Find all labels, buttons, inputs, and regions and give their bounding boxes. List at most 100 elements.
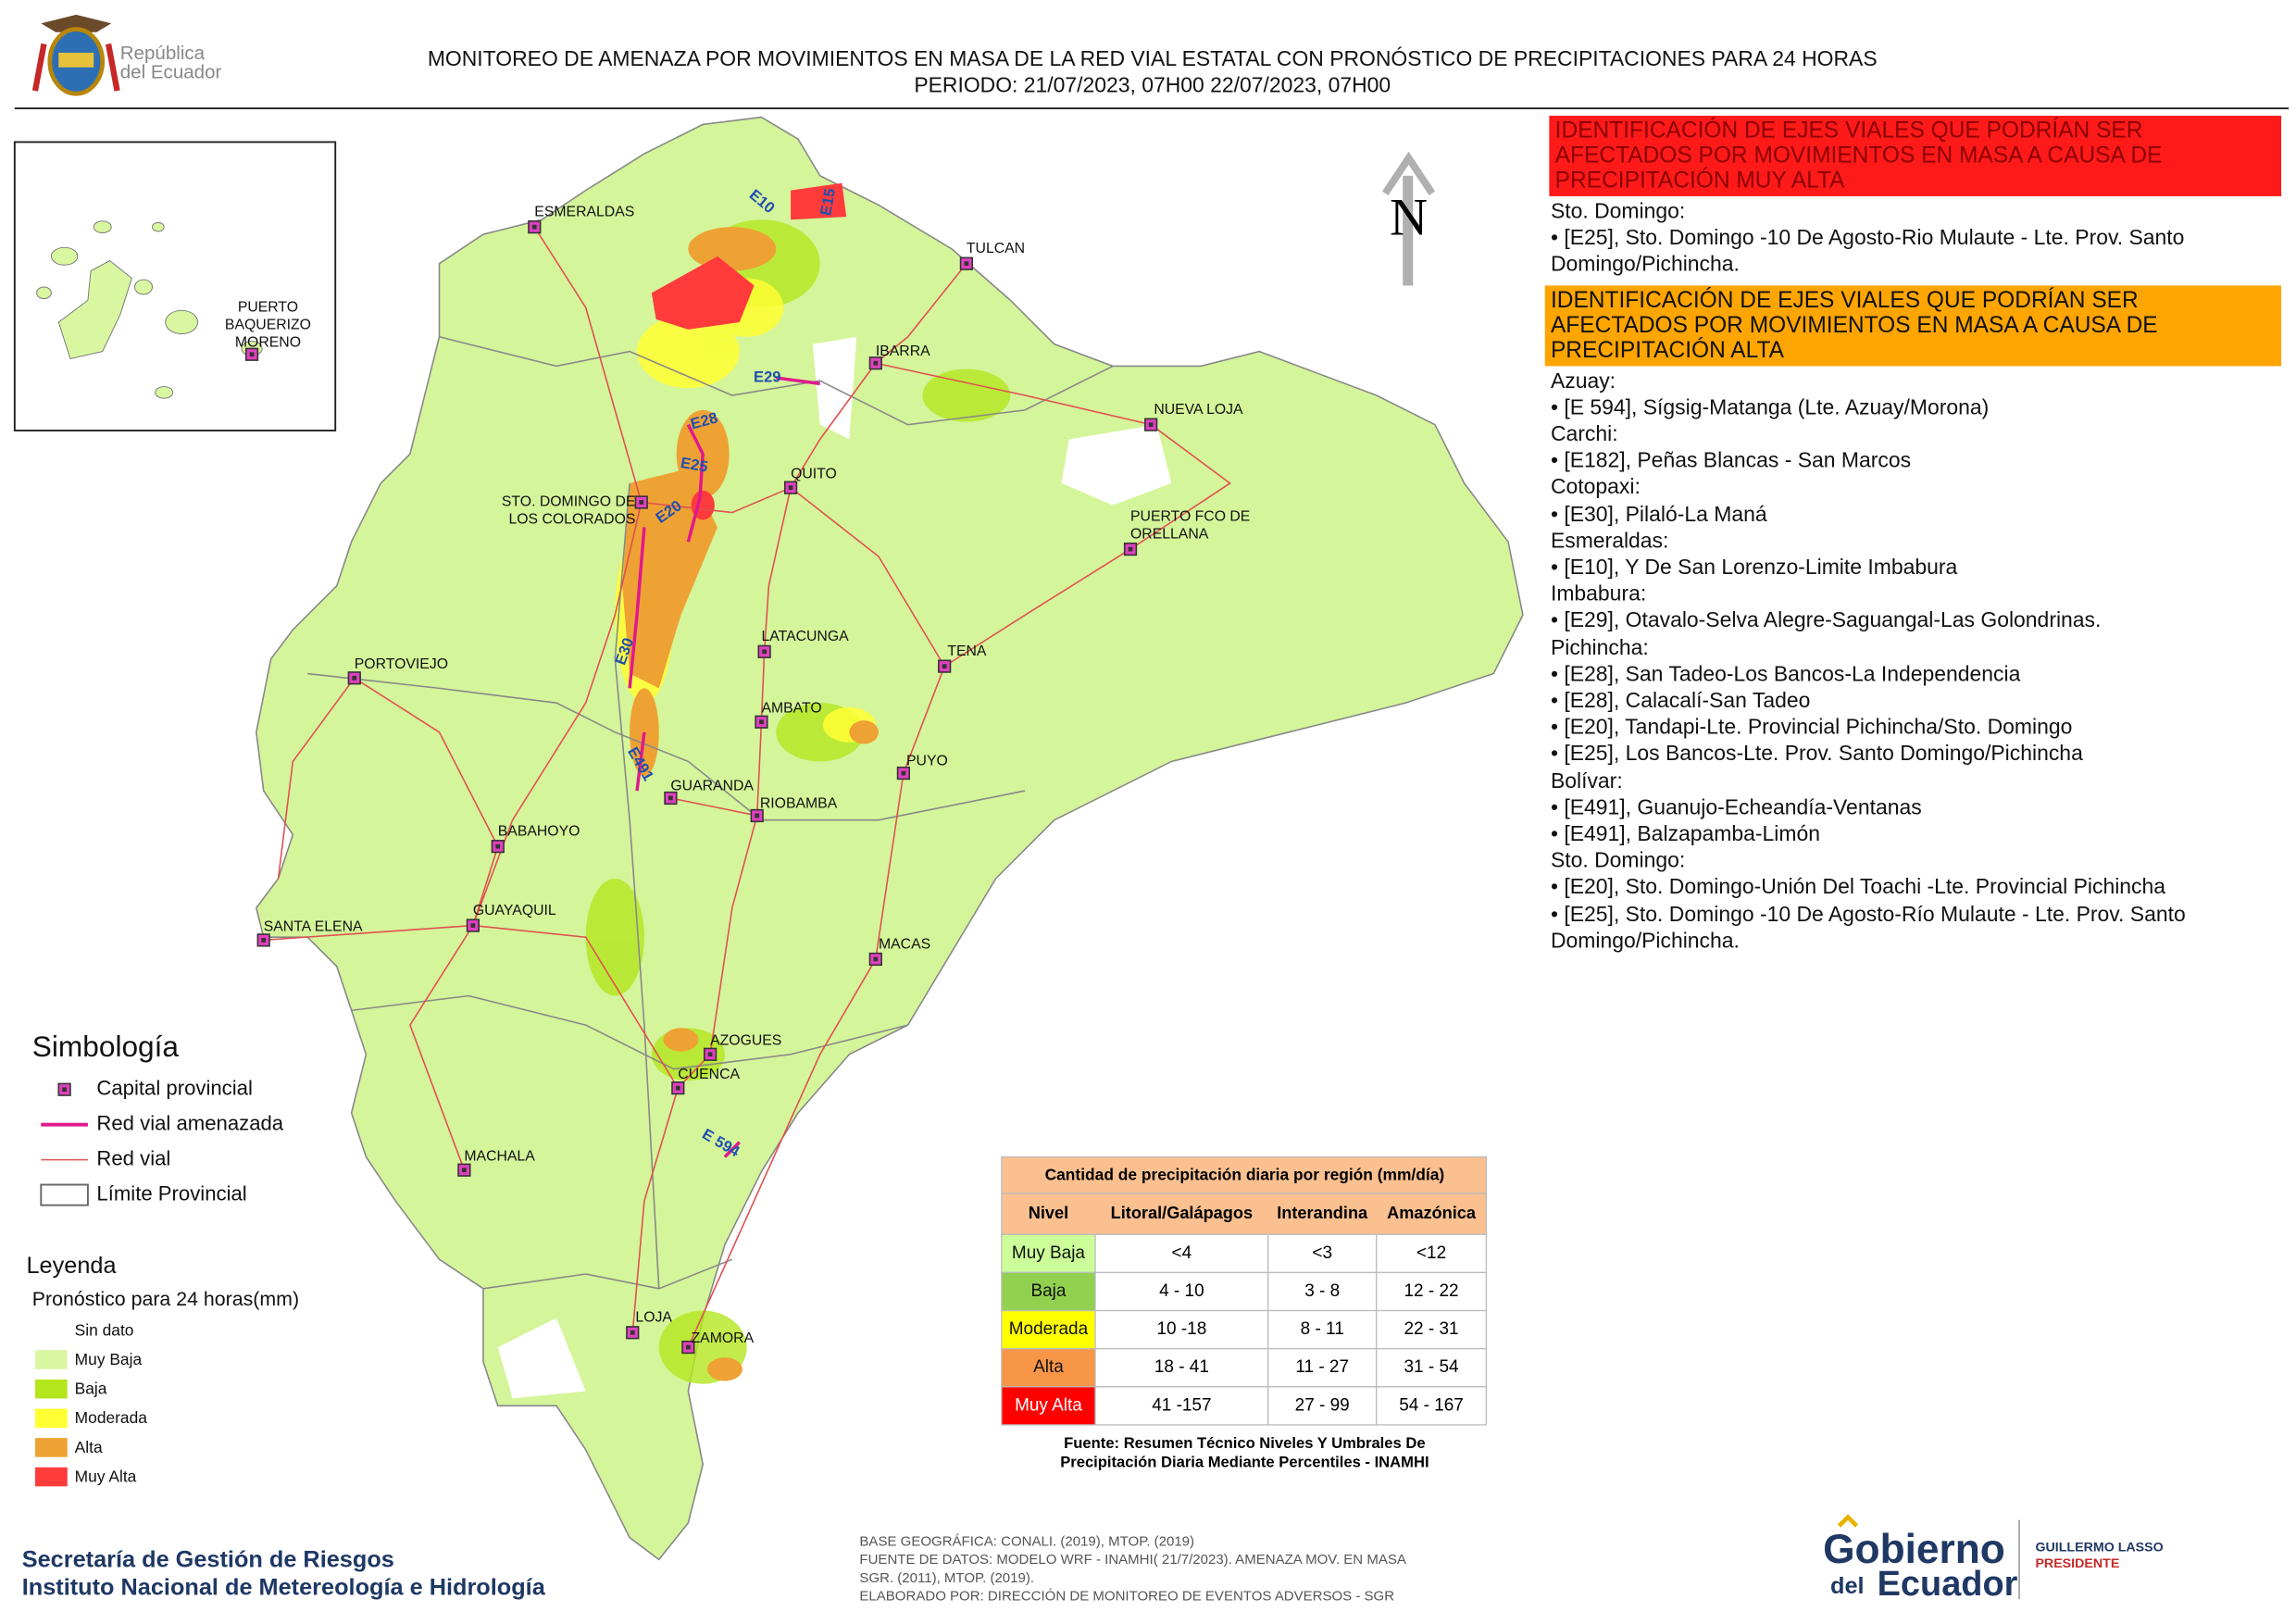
city-label: AZOGUES [710,1033,781,1049]
city-label: TULCAN [967,241,1025,256]
institution: Secretaría de Gestión de Riesgos [22,1547,394,1573]
legend-subtitle: Pronóstico para 24 horas(mm) [32,1288,299,1310]
city-label: SANTA ELENA [264,918,363,934]
city-marker-dot [942,664,947,669]
city-marker-dot [675,1085,680,1091]
table-level: Alta [1033,1357,1064,1377]
table-value: <3 [1312,1243,1332,1263]
table-source: Fuente: Resumen Técnico Niveles Y Umbral… [1064,1434,1425,1452]
city-label: MACHALA [464,1149,535,1165]
legend-swatch [34,1350,68,1369]
city-marker-dot [686,1344,691,1350]
logo-text: República [120,43,206,64]
legend-swatch [34,1467,68,1487]
city-marker-dot [249,352,255,357]
legend-swatch [34,1379,68,1399]
north-label: N [1390,188,1428,246]
road-entry: • [E491], Guanujo-Echeandía-Ventanas [1550,796,1922,820]
table-cell [1001,1193,1487,1235]
city-label: STO. DOMINGO DE [502,494,636,510]
table-header: Interandina [1277,1204,1368,1222]
city-marker-dot [901,770,906,776]
table-value: 3 - 8 [1304,1281,1340,1301]
table-value: 10 -18 [1156,1319,1206,1339]
city-marker-dot [964,261,969,267]
city-label: GUARANDA [670,778,754,793]
table-value: 27 - 99 [1295,1395,1350,1415]
legend-item: Sin dato [75,1320,134,1339]
table-cell [1376,1271,1487,1312]
table-cell [1094,1233,1269,1274]
gov-logo: Ecuador [1878,1565,2018,1604]
table-value: 22 - 31 [1404,1319,1459,1339]
table-source: Precipitación Diaria Mediante Percentile… [1060,1453,1429,1470]
city-label: LATACUNGA [761,629,849,644]
road-entry: Bolívar: [1550,769,1623,793]
road-entry: Azuay: [1550,369,1616,394]
symbology-item: Límite Provincial [96,1181,246,1205]
table-value: 54 - 167 [1399,1395,1464,1415]
road-entry: Sto. Domingo: [1550,849,1686,874]
threat-panel: IDENTIFICACIÓN DE EJES VIALES QUE PODRÍA… [1544,115,2282,955]
very-high-heading: IDENTIFICACIÓN DE EJES VIALES QUE PODRÍA… [1549,115,2282,196]
credit: SGR. (2011), MTOP. (2019). [859,1570,1034,1586]
road-label: E15 [817,187,839,217]
city-marker-dot [462,1168,467,1173]
table-level: Baja [1030,1281,1066,1301]
galapagos-islands [36,220,263,399]
city-marker-dot [1148,422,1154,428]
president: PRESIDENTE [2035,1556,2119,1571]
city-label: CUENCA [678,1067,740,1082]
table-value: <4 [1172,1243,1192,1263]
table-cell [1376,1309,1487,1350]
inset-frame [13,141,337,431]
title: MONITOREO DE AMENAZA POR MOVIMIENTOS EN … [428,46,1878,70]
city-label: LOS COLORADOS [508,512,635,528]
legend-item: Muy Baja [75,1350,143,1368]
table-value: 11 - 27 [1295,1357,1349,1377]
road-entry: • [E182], Peñas Blancas - San Marcos [1550,449,1912,474]
road-entry: • [E28], Calacalí-San Tadeo [1550,690,1811,714]
table-value: 31 - 54 [1404,1357,1459,1377]
city-label: RIOBAMBA [760,795,838,811]
credit: ELABORADO POR: DIRECCIÓN DE MONITOREO DE… [859,1589,1394,1605]
road-entry: • [E28], San Tadeo-Los Bancos-La Indepen… [1550,663,2021,687]
road-entry: Carchi: [1550,423,1618,447]
table-cell [1001,1156,1487,1194]
road-label: E25 [680,454,709,476]
legend-item: Muy Alta [75,1467,137,1485]
credit: FUENTE DE DATOS: MODELO WRF - INAMHI( 21… [859,1552,1405,1568]
city-label: ESMERALDAS [534,205,634,220]
high-heading: IDENTIFICACIÓN DE EJES VIALES QUE PODRÍA… [1544,284,2282,366]
legend-swatch [34,1438,68,1457]
legend-item: Moderada [75,1408,148,1427]
city-label: IBARRA [876,344,930,359]
city-marker-dot [630,1330,635,1335]
table-header: Litoral/Galápagos [1111,1204,1254,1222]
city-marker-dot [759,719,764,725]
city-marker-dot [1128,546,1133,552]
emblem [31,14,120,96]
panel-body: IDENTIFICACIÓN DE EJES VIALES QUE PODRÍA… [1544,115,2282,955]
table-cell [1376,1233,1487,1274]
table-header: Nivel [1029,1204,1068,1222]
logo-text: del Ecuador [120,62,222,83]
city-marker-dot [762,649,767,655]
credit: BASE GEOGRÁFICA: CONALI. (2019), MTOP. (… [859,1533,1194,1549]
north-arrow [1381,151,1436,286]
table-cell [1094,1271,1269,1312]
road-entry: Sto. Domingo: [1550,200,1686,224]
city-label: ORELLANA [1130,526,1209,542]
table-cell [1001,1271,1096,1312]
city-marker-dot [352,675,357,681]
city-label: LOJA [635,1310,672,1326]
symbology-item: Red vial amenazada [96,1112,283,1135]
road-entry: • [E30], Pilaló-La Maná [1550,503,1767,527]
road-entry: • [E20], Sto. Domingo-Unión Del Toachi -… [1550,876,2166,900]
table-cell [1001,1386,1096,1426]
logo-mark [1837,1514,1859,1528]
table-value: <12 [1416,1243,1446,1263]
city-marker-dot [755,813,760,818]
table-level: Muy Baja [1012,1243,1086,1263]
road-entry: • [E25], Sto. Domingo -10 De Agosto-Rio … [1550,227,2185,278]
